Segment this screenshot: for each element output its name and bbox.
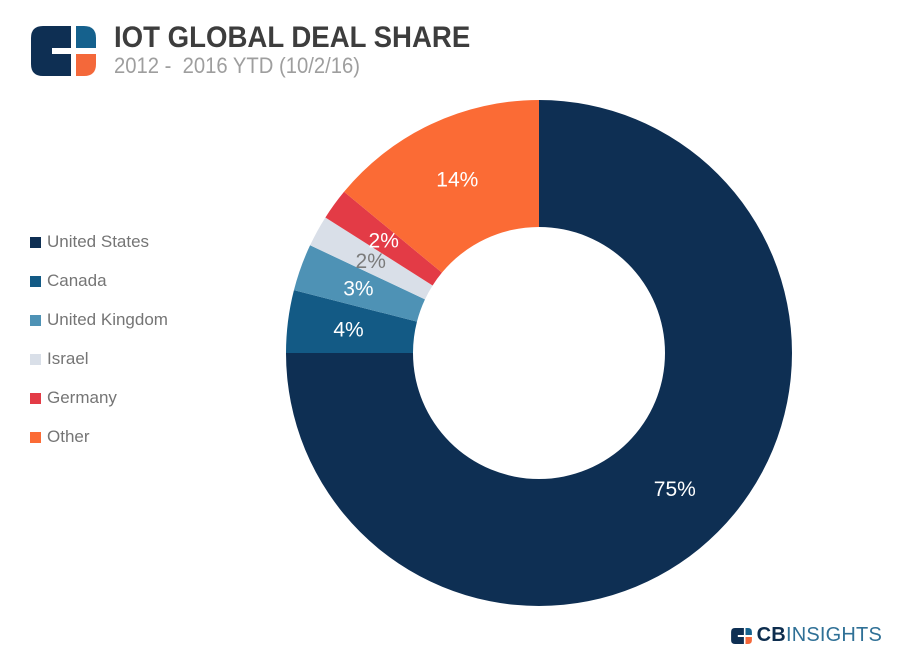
segment-value-label-germany: 2%	[369, 229, 399, 252]
legend-item-other: Other	[30, 426, 168, 448]
legend-label: United States	[47, 232, 150, 251]
header: IOT GLOBAL DEAL SHARE 2012 - 2016 YTD (1…	[114, 22, 501, 78]
segment-value-label-canada: 4%	[333, 318, 363, 341]
legend: United States Canada United Kingdom Israel G…	[30, 231, 168, 465]
page-subtitle: 2012 - 2016 YTD (10/2/16)	[114, 53, 361, 78]
brand-wordmark: CBINSIGHTS	[757, 624, 882, 647]
legend-item-israel: Israel	[30, 348, 168, 370]
legend-label: United Kingdom	[47, 310, 168, 329]
segment-value-label-other: 14%	[436, 169, 478, 192]
donut-segment-israel	[310, 217, 433, 300]
logo-blue-quadrant	[76, 26, 96, 48]
brand-cb-text: CB	[756, 624, 786, 646]
legend-swatch-icon	[30, 431, 41, 443]
segment-value-label-united-states: 75%	[654, 478, 696, 501]
cb-insights-logo-icon	[31, 26, 96, 76]
page-title: IOT GLOBAL DEAL SHARE	[114, 21, 471, 54]
legend-swatch-icon	[30, 236, 41, 248]
legend-label: Other	[47, 427, 90, 446]
legend-item-united-kingdom: United Kingdom	[30, 309, 168, 331]
logo-c-shape	[31, 26, 71, 76]
segment-value-label-united-kingdom: 3%	[343, 277, 373, 300]
cb-insights-logo-icon-small	[730, 627, 752, 644]
legend-swatch-icon	[30, 314, 41, 326]
donut-segment-united-kingdom	[293, 245, 425, 322]
logo-blue-quadrant	[745, 627, 752, 635]
legend-swatch-icon	[30, 275, 41, 287]
logo-c-shape	[730, 627, 744, 644]
logo-orange-quadrant	[76, 54, 96, 76]
footer-brand: CBINSIGHTS	[730, 624, 882, 647]
legend-label: Canada	[47, 271, 107, 290]
legend-swatch-icon	[30, 353, 41, 365]
donut-segment-canada	[286, 290, 417, 353]
donut-segment-united-states	[286, 100, 792, 606]
segment-value-label-israel: 2%	[356, 250, 386, 273]
donut-segment-other	[344, 99, 539, 273]
legend-label: Israel	[47, 349, 89, 368]
legend-label: Germany	[47, 388, 117, 407]
legend-swatch-icon	[30, 392, 41, 404]
logo-orange-quadrant	[745, 636, 752, 644]
donut-chart: 75% 4% 3% 2%2% 14%	[286, 99, 792, 606]
brand-insights-text: INSIGHTS	[785, 624, 882, 646]
legend-item-germany: Germany	[30, 387, 168, 409]
legend-item-united-states: United States	[30, 231, 168, 253]
donut-segment-germany	[325, 191, 442, 286]
cb-insights-logo	[31, 26, 96, 76]
legend-item-canada: Canada	[30, 270, 168, 292]
